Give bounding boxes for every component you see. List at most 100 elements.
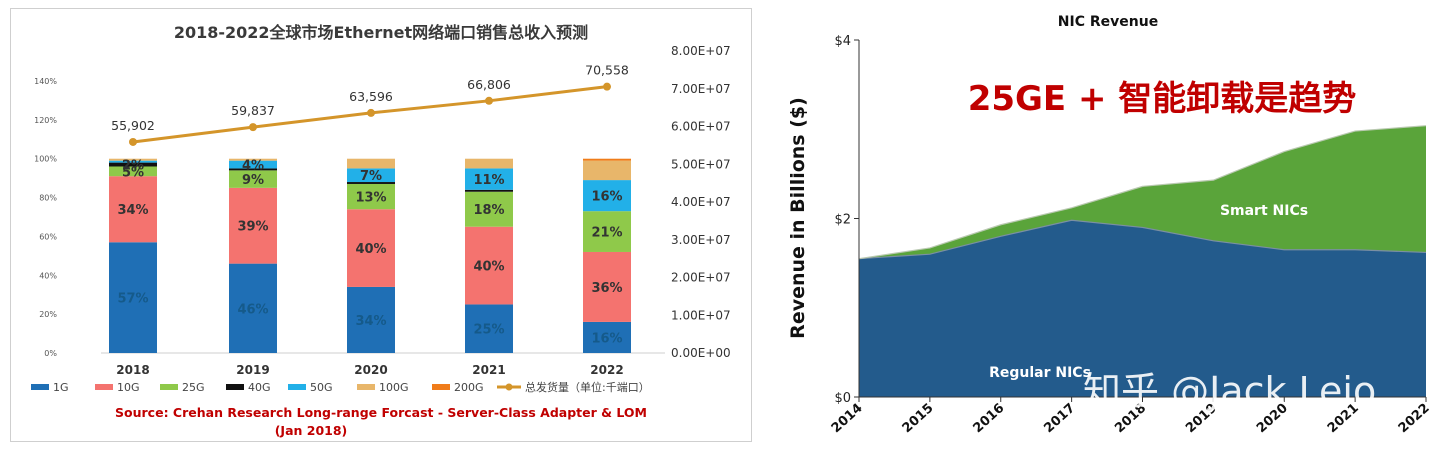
legend-label: 25G xyxy=(182,381,205,394)
y-tick-label: 100% xyxy=(34,155,57,164)
x-tick-label: 2015 xyxy=(900,401,937,436)
bar-segment-100G xyxy=(109,158,157,161)
port-revenue-forecast-chart: 2018-2022全球市场Ethernet网络端口销售总收入预测 0% 20% 40… xyxy=(31,23,731,438)
right-y-tick-label: 8.00E+07 xyxy=(671,44,731,58)
bar-segment-50G xyxy=(465,168,513,190)
bar-segment-10G xyxy=(229,187,277,264)
bar-data-label: 18% xyxy=(473,203,504,218)
regular-nics-area xyxy=(859,220,1426,397)
y-tick-label: 140% xyxy=(34,77,57,86)
x-tick-label: 2014 xyxy=(829,401,866,436)
legend-swatch-100G xyxy=(357,384,375,390)
bar-segment-50G xyxy=(229,160,277,169)
y-tick-label: 0% xyxy=(44,349,57,358)
total-shipment-point xyxy=(249,123,257,132)
bar-segment-1G xyxy=(109,242,157,353)
bar-data-label: 9% xyxy=(242,173,264,188)
bar-segment-50G xyxy=(583,180,631,212)
x-tick-label: 2022 xyxy=(1396,401,1433,436)
bar-segment-50G xyxy=(109,160,157,163)
x-tick-label: 2018 xyxy=(116,363,149,377)
right-y-tick-label: 6.00E+07 xyxy=(671,120,731,134)
regular-nics-label: Regular NICs xyxy=(989,365,1091,381)
legend-label: 200G xyxy=(454,381,484,394)
bar-segment-200G xyxy=(583,158,631,161)
watermark: 知乎 @Jack Leio xyxy=(1083,369,1376,413)
bar-segment-25G xyxy=(465,191,513,227)
bar-segment-100G xyxy=(229,158,277,161)
legend-label: 10G xyxy=(117,381,140,394)
total-shipment-point xyxy=(367,108,375,117)
total-shipment-label: 70,558 xyxy=(585,63,629,78)
bar-segment-25G xyxy=(109,166,157,177)
bar-segment-1G xyxy=(229,263,277,353)
bar-data-label: 34% xyxy=(117,203,148,218)
bar-data-label: 11% xyxy=(473,173,504,188)
bar-segment-100G xyxy=(465,158,513,169)
bar-segment-1G xyxy=(465,304,513,353)
x-tick-label: 2017 xyxy=(1041,401,1078,436)
y-tick-label: 40% xyxy=(39,271,57,280)
legend-line-marker xyxy=(505,383,513,391)
bar-data-label: 16% xyxy=(591,190,622,205)
total-shipment-point xyxy=(485,96,493,105)
bar-data-label: 4% xyxy=(242,159,264,174)
bar-segment-1G xyxy=(583,321,631,353)
x-tick-label: 2016 xyxy=(970,401,1007,436)
regular-nics-boundary xyxy=(858,219,1427,260)
y-tick-label: 60% xyxy=(39,232,57,241)
source-line-1: Source: Crehan Research Long-range Forca… xyxy=(115,405,647,420)
bar-segment-25G xyxy=(583,211,631,252)
y-tick-label: $2 xyxy=(834,213,851,228)
chart-title: NIC Revenue xyxy=(1058,14,1158,30)
right-y-tick-label: 2.00E+07 xyxy=(671,271,731,285)
bar-segment-50G xyxy=(347,168,395,183)
bar-segment-10G xyxy=(583,251,631,322)
bar-data-label: 25% xyxy=(473,323,504,338)
legend-swatch-10G xyxy=(95,384,113,390)
y-tick-label: 20% xyxy=(39,310,57,319)
right-y-tick-label: 1.00E+07 xyxy=(671,308,731,322)
total-shipment-label: 63,596 xyxy=(349,89,393,104)
right-y-tick-label: 3.00E+07 xyxy=(671,233,731,247)
bar-segment-10G xyxy=(465,226,513,305)
x-tick-label: 2021 xyxy=(472,363,505,377)
total-shipment-point xyxy=(129,137,137,146)
bar-segment-40G xyxy=(229,168,277,171)
bar-data-label: 5% xyxy=(122,165,144,180)
legend-swatch-200G xyxy=(432,384,450,390)
legend-label: 50G xyxy=(310,381,333,394)
legend-swatch-40G xyxy=(226,384,244,390)
legend-label: 40G xyxy=(248,381,271,394)
right-y-tick-label: 7.00E+07 xyxy=(671,82,731,96)
bar-data-label: 34% xyxy=(355,314,386,329)
x-tick-label: 2022 xyxy=(590,363,623,377)
total-shipment-label: 59,837 xyxy=(231,103,275,118)
right-y-tick-label: 0.00E+00 xyxy=(671,346,731,360)
y-axis-label: Revenue in Billions ($) xyxy=(787,97,809,339)
y-tick-label: $4 xyxy=(834,34,851,49)
source-line-2: (Jan 2018) xyxy=(275,423,348,438)
legend-label: 1G xyxy=(53,381,69,394)
bar-data-label: 36% xyxy=(591,281,622,296)
y-tick-label: $0 xyxy=(834,391,851,406)
total-shipment-label: 66,806 xyxy=(467,77,511,92)
right-chart-panel: NIC Revenue 2014 2015 2016 2017 2018 2019 2020… xyxy=(770,0,1440,449)
trend-annotation: 25GE + 智能卸载是趋势 xyxy=(968,79,1357,119)
bar-segment-10G xyxy=(347,209,395,287)
bar-segment-1G xyxy=(347,286,395,353)
y-tick-label: 120% xyxy=(34,116,57,125)
nic-revenue-chart: NIC Revenue 2014 2015 2016 2017 2018 2019 2020… xyxy=(787,14,1433,436)
bar-data-label: 13% xyxy=(355,191,386,206)
smart-nics-boundary xyxy=(858,125,1427,260)
right-y-tick-label: 4.00E+07 xyxy=(671,195,731,209)
bar-segment-40G xyxy=(109,162,157,167)
total-shipment-point xyxy=(603,82,611,91)
smart-nics-label: Smart NICs xyxy=(1220,203,1308,219)
bar-data-label: 7% xyxy=(360,169,382,184)
bar-segment-100G xyxy=(347,158,395,169)
smart-nics-area xyxy=(859,125,1426,259)
bar-data-label: 16% xyxy=(591,331,622,346)
bar-segment-25G xyxy=(229,170,277,188)
bar-data-label: 57% xyxy=(117,292,148,307)
